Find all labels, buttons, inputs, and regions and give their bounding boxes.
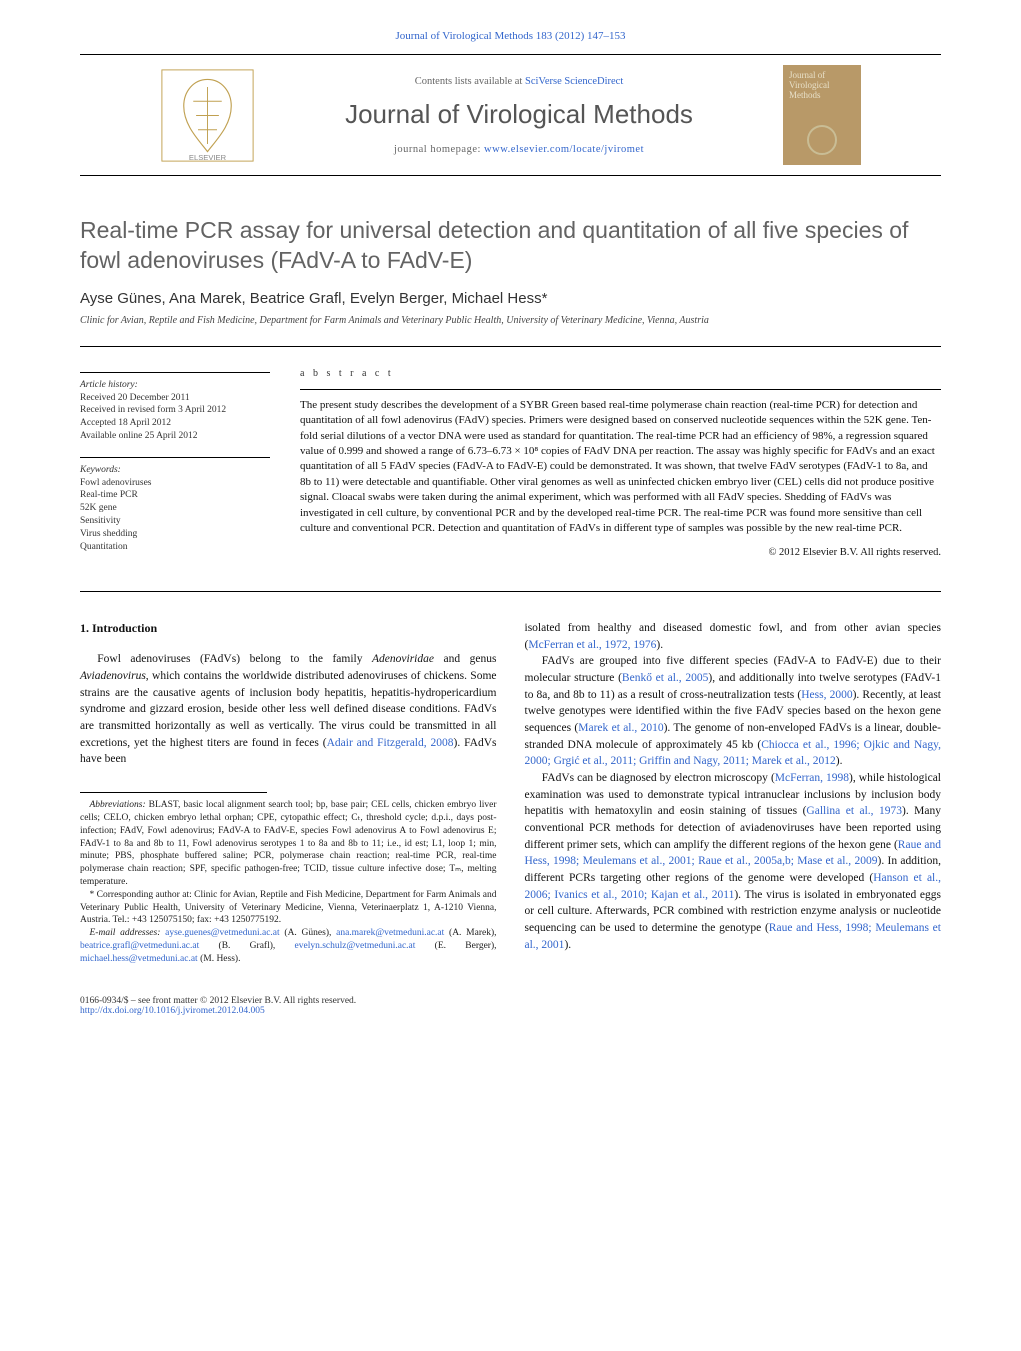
keyword-item: Real-time PCR [80, 489, 270, 502]
taxon-italic: Adenoviridae [372, 653, 434, 665]
history-top-rule [80, 372, 270, 373]
corr-label: * Corresponding author at: [90, 890, 192, 900]
meta-abstract-row: Article history: Received 20 December 20… [80, 367, 941, 561]
citation-link[interactable]: McFerran, 1998 [775, 772, 849, 784]
keyword-item: 52K gene [80, 502, 270, 515]
keyword-item: Fowl adenoviruses [80, 477, 270, 490]
intro-para-3: FAdVs can be diagnosed by electron micro… [525, 770, 942, 953]
email-link[interactable]: evelyn.schulz@vetmeduni.ac.at [295, 941, 416, 951]
svg-text:ELSEVIER: ELSEVIER [189, 153, 227, 162]
citation-link[interactable]: McFerran et al., 1972, 1976 [528, 639, 656, 651]
email-link[interactable]: ayse.guenes@vetmeduni.ac.at [165, 928, 280, 938]
history-received: Received 20 December 2011 [80, 392, 270, 405]
running-header: Journal of Virological Methods 183 (2012… [0, 0, 1021, 50]
email-link[interactable]: ana.marek@vetmeduni.ac.at [336, 928, 444, 938]
left-column: 1. Introduction Fowl adenoviruses (FAdVs… [80, 620, 497, 966]
abstract-text: The present study describes the developm… [300, 398, 941, 537]
taxon-italic: Aviadenovirus [80, 670, 146, 682]
citation-link[interactable]: Gallina et al., 1973 [806, 805, 902, 817]
homepage-link[interactable]: www.elsevier.com/locate/jviromet [484, 144, 644, 155]
issn-copyright-line: 0166-0934/$ – see front matter © 2012 El… [80, 996, 941, 1006]
footnote-rule [80, 792, 267, 793]
citation-link[interactable]: Marek et al., 2010 [578, 722, 663, 734]
keyword-item: Quantitation [80, 541, 270, 554]
email-link[interactable]: beatrice.grafl@vetmeduni.ac.at [80, 941, 199, 951]
author-list: Ayse Günes, Ana Marek, Beatrice Grafl, E… [80, 290, 941, 307]
abstract-label: a b s t r a c t [300, 367, 941, 381]
right-column: isolated from healthy and diseased domes… [525, 620, 942, 966]
citation-link[interactable]: Hess, 2000 [801, 689, 852, 701]
abstract-top-rule [300, 389, 941, 390]
email-link[interactable]: michael.hess@vetmeduni.ac.at [80, 954, 198, 964]
masthead-center: Contents lists available at SciVerse Sci… [275, 76, 763, 155]
abstract-bottom-rule [80, 591, 941, 592]
keyword-item: Sensitivity [80, 515, 270, 528]
elsevier-logo: ELSEVIER [160, 68, 255, 163]
keywords-label: Keywords: [80, 464, 270, 477]
history-label: Article history: [80, 379, 270, 392]
keywords-top-rule [80, 457, 270, 458]
intro-para-2: FAdVs are grouped into five different sp… [525, 653, 942, 770]
intro-para-1: Fowl adenoviruses (FAdVs) belong to the … [80, 651, 497, 768]
sciencedirect-link[interactable]: SciVerse ScienceDirect [525, 76, 623, 87]
abstract-column: a b s t r a c t The present study descri… [300, 367, 941, 561]
doi-link[interactable]: http://dx.doi.org/10.1016/j.jviromet.201… [80, 1006, 265, 1016]
history-online: Available online 25 April 2012 [80, 430, 270, 443]
running-header-link[interactable]: Journal of Virological Methods 183 (2012… [395, 30, 625, 42]
history-revised: Received in revised form 3 April 2012 [80, 404, 270, 417]
cover-line-3: Methods [789, 91, 855, 101]
abstract-copyright: © 2012 Elsevier B.V. All rights reserved… [300, 546, 941, 561]
intro-heading: 1. Introduction [80, 620, 497, 637]
contents-prefix: Contents lists available at [415, 76, 525, 87]
footnotes: Abbreviations: BLAST, basic local alignm… [80, 799, 497, 966]
cover-swirl-icon [807, 125, 837, 155]
contents-line: Contents lists available at SciVerse Sci… [275, 76, 763, 87]
journal-title: Journal of Virological Methods [275, 99, 763, 130]
citation-link[interactable]: Adair and Fitzgerald, 2008 [327, 737, 454, 749]
rule-after-affiliation [80, 346, 941, 347]
intro-para-1-cont: isolated from healthy and diseased domes… [525, 620, 942, 653]
body-columns: 1. Introduction Fowl adenoviruses (FAdVs… [80, 620, 941, 966]
homepage-line: journal homepage: www.elsevier.com/locat… [275, 144, 763, 155]
history-accepted: Accepted 18 April 2012 [80, 417, 270, 430]
footnote-emails: E-mail addresses: ayse.guenes@vetmeduni.… [80, 927, 497, 965]
footnote-corresponding: * Corresponding author at: Clinic for Av… [80, 889, 497, 927]
citation-link[interactable]: Benkő et al., 2005 [622, 672, 708, 684]
keyword-item: Virus shedding [80, 528, 270, 541]
journal-cover-thumb: Journal of Virological Methods [783, 65, 861, 165]
email-label: E-mail addresses: [90, 928, 161, 938]
corr-mark: * [542, 290, 548, 307]
authors-text: Ayse Günes, Ana Marek, Beatrice Grafl, E… [80, 290, 542, 307]
homepage-prefix: journal homepage: [394, 144, 484, 155]
affiliation: Clinic for Avian, Reptile and Fish Medic… [80, 315, 941, 326]
article-title: Real-time PCR assay for universal detect… [80, 216, 941, 276]
bottom-identifiers: 0166-0934/$ – see front matter © 2012 El… [80, 996, 941, 1016]
masthead: ELSEVIER Contents lists available at Sci… [80, 55, 941, 176]
footnote-abbrev: Abbreviations: BLAST, basic local alignm… [80, 799, 497, 889]
article-info-sidebar: Article history: Received 20 December 20… [80, 367, 270, 561]
abbrev-label: Abbreviations: [90, 800, 146, 810]
